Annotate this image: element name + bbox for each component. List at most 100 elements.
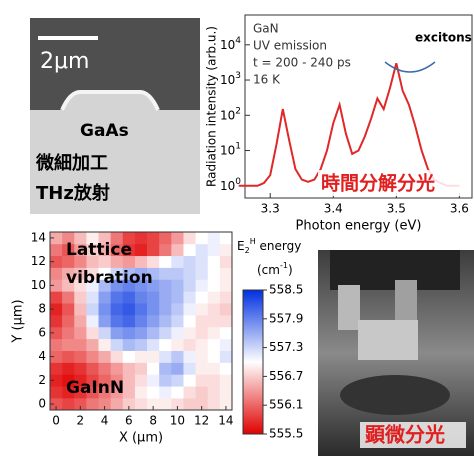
annotation: GaN — [253, 22, 279, 36]
heat-cell — [159, 398, 172, 411]
heat-cell — [183, 386, 196, 399]
heat-cell — [207, 362, 221, 375]
heat-cell — [219, 315, 233, 328]
caption: 顕微分光 — [365, 423, 445, 447]
annotation: GaInN — [66, 378, 124, 398]
heat-cell — [86, 232, 99, 245]
annotation: Lattice — [66, 240, 132, 260]
heat-cell — [98, 386, 111, 399]
y-tick-label: 103 — [220, 71, 241, 87]
heat-cell — [122, 255, 136, 268]
heat-cell — [171, 303, 184, 316]
heat-cell — [207, 326, 221, 340]
heat-cell — [50, 362, 63, 375]
heat-cell — [195, 315, 209, 328]
heat-cell — [219, 374, 233, 387]
heat-cell — [207, 374, 221, 387]
heat-cell — [86, 267, 99, 280]
caption: 微細加工 — [35, 152, 108, 174]
heat-cell — [98, 338, 111, 351]
heat-cell — [86, 255, 99, 268]
y-tick-label: 8 — [38, 302, 46, 316]
colorbar-tick-label: 556.7 — [269, 369, 303, 383]
heat-cell — [74, 374, 87, 387]
x-tick-label: 14 — [218, 414, 233, 428]
heat-cell — [62, 338, 75, 351]
heat-cell — [62, 267, 75, 280]
callout: excitons — [415, 31, 472, 45]
heat-cell — [159, 315, 172, 328]
heat-cell — [62, 315, 75, 328]
heat-cell — [207, 243, 221, 257]
heat-cell — [98, 232, 111, 245]
photo-panel: 顕微分光 — [318, 250, 474, 456]
heat-cell — [183, 243, 196, 257]
heat-cell — [207, 338, 221, 351]
title-part: E — [237, 239, 245, 253]
caption-bg — [318, 170, 468, 196]
heat-cell — [207, 267, 221, 280]
heat-cell — [110, 267, 124, 280]
heat-cell — [159, 362, 172, 375]
heat-cell — [134, 255, 148, 268]
title-sup: H — [250, 237, 256, 246]
x-tick-label: 3.6 — [450, 202, 469, 216]
x-tick-label: 10 — [170, 414, 185, 428]
heat-cell — [122, 279, 136, 292]
heat-cell — [159, 326, 172, 340]
heat-cell — [183, 315, 196, 328]
sem-sample — [30, 92, 200, 214]
heat-cell — [74, 232, 87, 245]
y-tick-exponent: 0 — [235, 176, 241, 186]
heat-cell — [159, 303, 172, 316]
heat-cell — [159, 232, 172, 245]
heat-cell — [62, 398, 75, 411]
heat-cell — [50, 326, 63, 340]
heat-cell — [147, 326, 160, 340]
heat-cell — [171, 243, 184, 257]
heat-cell — [122, 243, 136, 257]
heat-cell — [110, 291, 124, 304]
heat-cell — [62, 386, 75, 399]
heat-cell — [50, 315, 63, 328]
heat-cell — [62, 255, 75, 268]
heat-cell — [134, 362, 148, 375]
y-tick-base: 10 — [220, 108, 235, 122]
heat-cell — [110, 255, 124, 268]
y-tick-label: 101 — [220, 141, 241, 157]
heat-cell — [171, 362, 184, 375]
heat-cell — [122, 267, 136, 280]
stage-base — [340, 375, 450, 415]
y-tick-label: 2 — [38, 373, 46, 387]
heat-cell — [74, 303, 87, 316]
colorbar-tick-label: 555.5 — [269, 427, 303, 441]
heat-cell — [207, 303, 221, 316]
heat-cell — [98, 350, 111, 363]
heat-cell — [110, 374, 124, 387]
heat-cell — [171, 326, 184, 340]
heat-cell — [183, 362, 196, 375]
heat-cell — [110, 232, 124, 245]
heat-cell — [122, 386, 136, 399]
heat-cell — [207, 315, 221, 328]
unit-part: ) — [288, 263, 293, 277]
heat-cell — [134, 303, 148, 316]
heat-cell — [98, 255, 111, 268]
heat-cell — [171, 338, 184, 351]
x-tick-label: 4 — [101, 414, 109, 428]
heat-cell — [74, 350, 87, 363]
heat-cell — [171, 291, 184, 304]
heat-cell — [207, 279, 221, 292]
heat-cell — [219, 243, 233, 257]
heat-cell — [86, 362, 99, 375]
x-tick-label: 2 — [77, 414, 85, 428]
y-tick-exponent: 4 — [235, 35, 241, 45]
unit-sup: -1 — [280, 261, 288, 270]
heat-cell — [110, 386, 124, 399]
colorbar-tick-label: 557.3 — [269, 340, 303, 354]
heat-cell — [219, 326, 233, 340]
heat-cell — [98, 326, 111, 340]
heat-cell — [122, 362, 136, 375]
heat-cell — [50, 291, 63, 304]
